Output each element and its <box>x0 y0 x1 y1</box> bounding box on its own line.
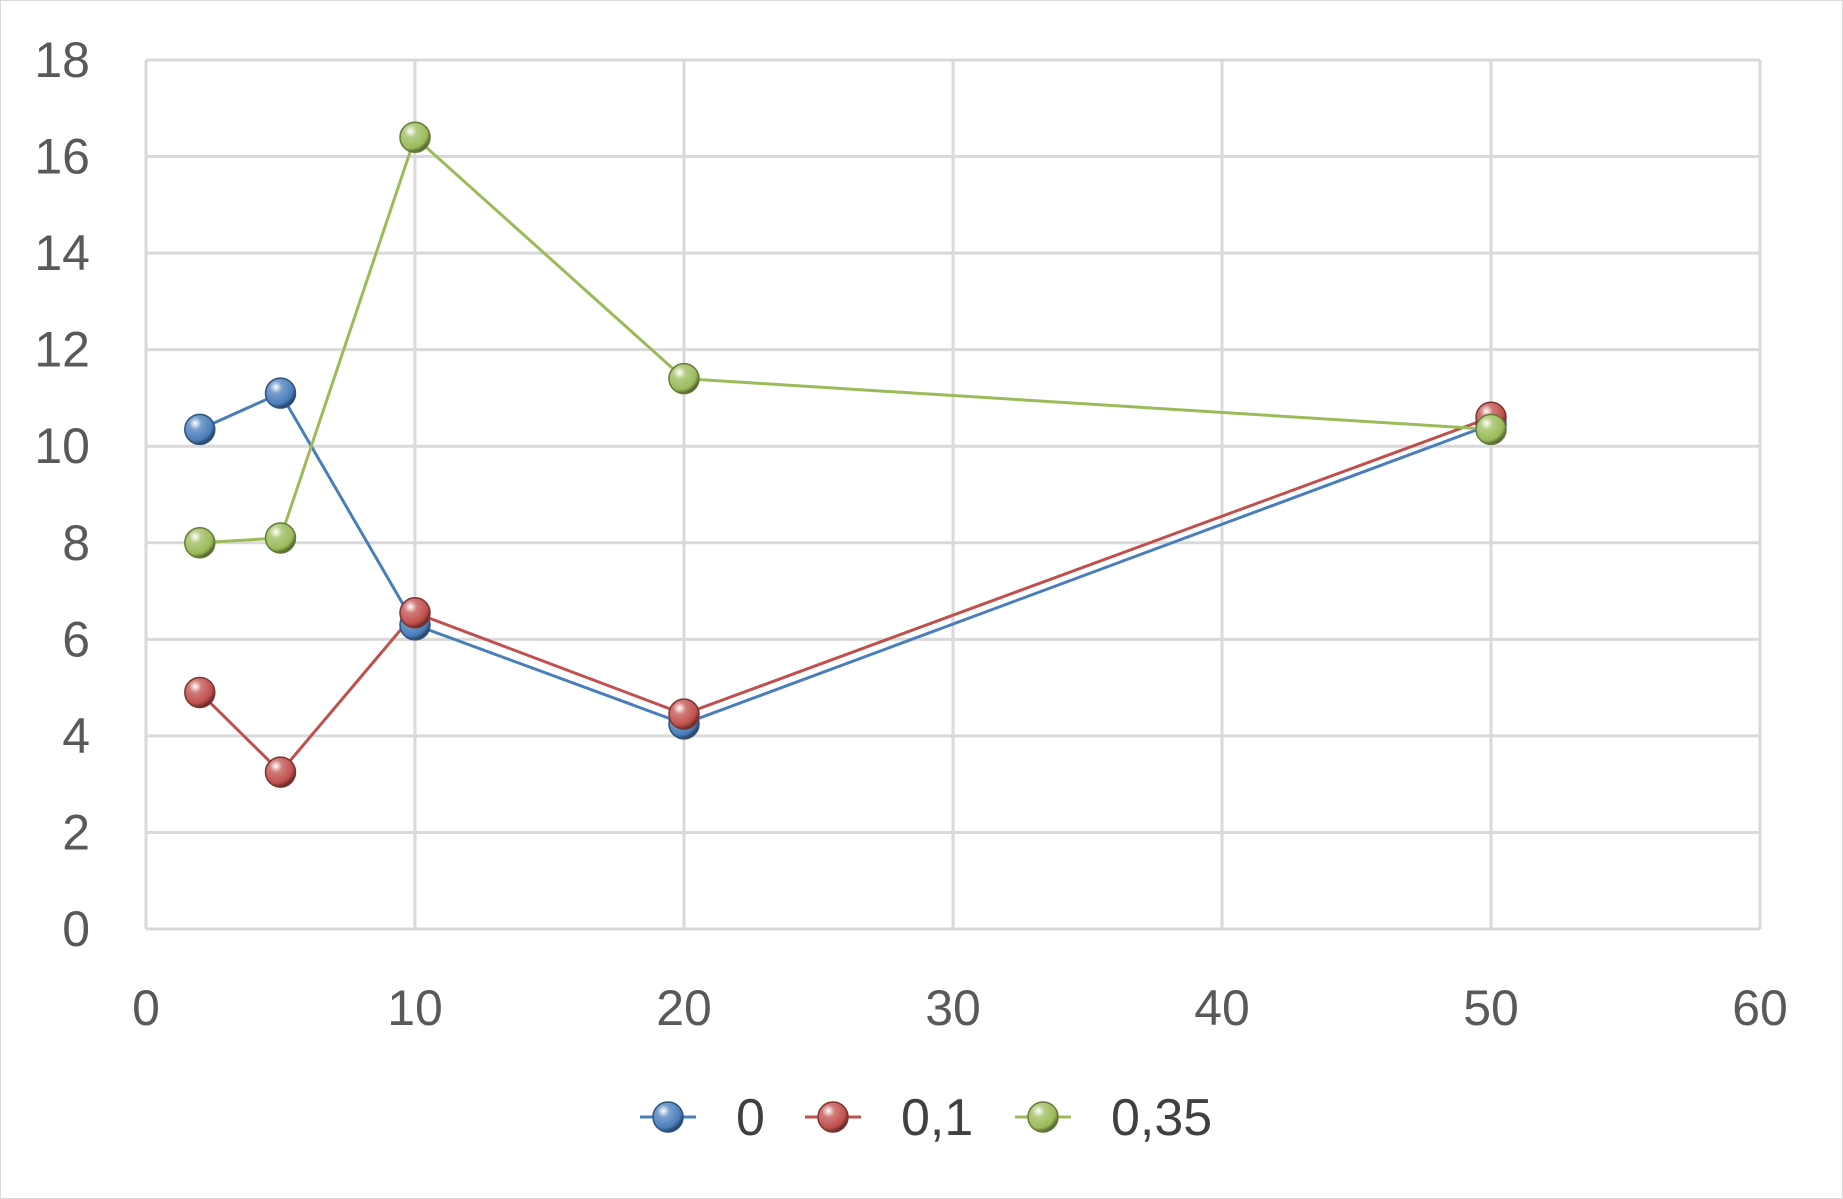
legend-label: 0,35 <box>1111 1089 1212 1147</box>
x-tick-label: 50 <box>1463 980 1519 1036</box>
y-tick-label: 10 <box>34 418 90 474</box>
data-point <box>264 377 297 409</box>
y-tick-label: 8 <box>62 515 90 571</box>
y-tick-label: 18 <box>34 32 90 88</box>
y-tick-label: 12 <box>34 322 90 378</box>
series-line-0 <box>199 391 1492 726</box>
data-point <box>668 698 700 730</box>
series-line-1 <box>198 415 1492 775</box>
legend-marker <box>1027 1101 1059 1133</box>
x-tick-label: 10 <box>387 980 443 1036</box>
x-tick-label: 20 <box>656 980 712 1036</box>
data-point <box>264 756 297 788</box>
axes: 0 2 4 6 8 10 12 14 16 18 0 10 20 30 40 50 60 <box>34 32 1787 1036</box>
data-point <box>1475 413 1507 446</box>
data-point <box>399 597 431 629</box>
y-tick-label: 16 <box>34 129 90 185</box>
y-tick-label: 6 <box>62 611 90 667</box>
x-tick-label: 60 <box>1732 980 1788 1036</box>
data-point <box>264 522 297 554</box>
data-point <box>184 676 216 709</box>
y-tick-label: 4 <box>62 708 90 764</box>
series-line-2 <box>199 134 1492 545</box>
y-tick-label: 14 <box>34 225 90 281</box>
legend-label: 0,1 <box>901 1089 973 1147</box>
series <box>184 121 1507 788</box>
legend-label: 0 <box>736 1089 765 1147</box>
y-tick-label: 2 <box>62 804 90 860</box>
data-point <box>668 362 700 395</box>
data-point <box>184 527 216 559</box>
y-tick-label: 0 <box>62 901 90 957</box>
legend-marker <box>652 1101 684 1133</box>
legend: 0 0,1 0,35 <box>640 1089 1212 1147</box>
data-point <box>399 121 431 153</box>
x-tick-label: 30 <box>925 980 981 1036</box>
legend-marker <box>817 1101 849 1133</box>
data-point <box>184 413 216 446</box>
grid <box>144 58 1762 931</box>
x-tick-label: 40 <box>1194 980 1250 1036</box>
x-tick-label: 0 <box>132 980 160 1036</box>
